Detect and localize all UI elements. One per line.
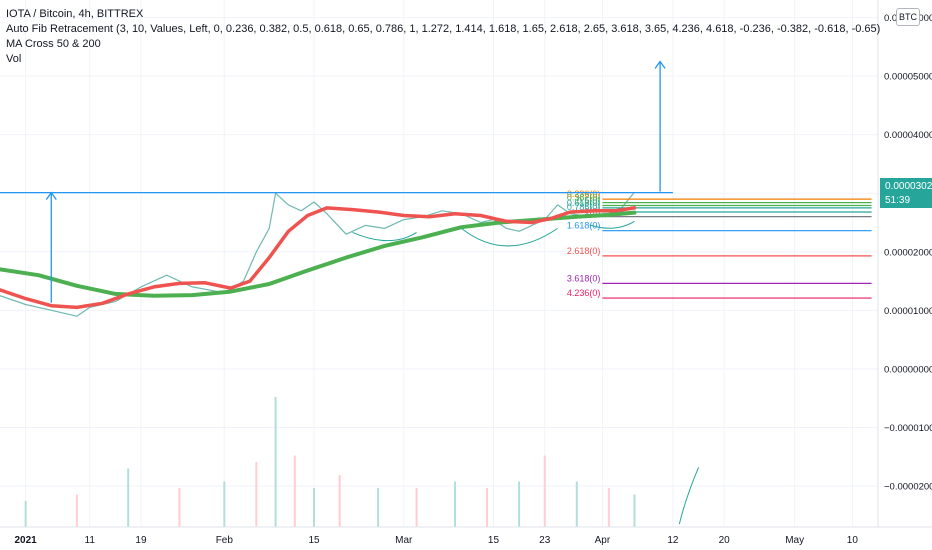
last-price-badge: 0.00003026 51:39 [880, 178, 932, 208]
volume-bar [575, 481, 578, 527]
legend: IOTA / Bitcoin, 4h, BITTREX Auto Fib Ret… [6, 7, 880, 67]
legend-symbol[interactable]: IOTA / Bitcoin, 4h, BITTREX [6, 8, 144, 20]
time-tick-label: Apr [595, 535, 611, 546]
cup-curve-3[interactable] [589, 220, 635, 229]
volume-bar [293, 455, 296, 527]
volume-bar [255, 462, 258, 527]
cup-curve-1[interactable] [352, 232, 417, 242]
fib-level-label: 0.5(0) [577, 196, 601, 206]
fib-level-label: 3.618(0) [567, 273, 601, 283]
grid [0, 0, 878, 527]
breakout-arrow-left-head[interactable] [45, 191, 57, 201]
fib-level-label: 4.236(0) [567, 288, 601, 298]
time-tick-label: 10 [847, 535, 859, 546]
legend-ma[interactable]: MA Cross 50 & 200 [6, 38, 101, 50]
cup-curve-2[interactable] [461, 227, 558, 247]
currency-badge[interactable]: BTC [896, 8, 920, 26]
volume-bar [415, 488, 418, 527]
time-tick-label: 15 [308, 535, 320, 546]
price-tick-label: 0.00002000 [884, 247, 932, 258]
volume-bar [338, 475, 341, 527]
volume-bar [543, 455, 546, 527]
price-tick-label: 0.00004000 [884, 130, 932, 141]
volume-bar [223, 481, 226, 527]
last-price: 0.00003026 [885, 181, 932, 192]
volume-bar [24, 501, 27, 527]
time-axis[interactable]: 2021 11 19 Feb 15 Mar 15 23 Apr 12 20 May 10 [15, 535, 859, 546]
volume-bar [127, 468, 130, 527]
volume-bar [607, 488, 610, 527]
time-tick-label: 23 [539, 535, 551, 546]
ma-fast-line [0, 206, 637, 310]
time-tick-label: 15 [488, 535, 500, 546]
fib-level-label: 2.618(0) [567, 246, 601, 256]
fib-retracement[interactable]: 0.236(0)0.382(0)0.5(0)0.618(0)0.786(0)1(… [567, 189, 872, 299]
volume-bar [377, 488, 380, 527]
price-tick-label: 0.00000000 [884, 364, 932, 375]
time-tick-label: 2021 [15, 535, 38, 546]
price-tick-label: −0.00002000 [884, 482, 932, 493]
ma-cross [0, 206, 637, 310]
fib-level-label: 0.236(0) [567, 189, 601, 199]
volume-bar [518, 481, 521, 527]
volume-bar [486, 488, 489, 527]
volume-bar [75, 494, 78, 527]
time-tick-label: 19 [135, 535, 147, 546]
time-tick-label: 11 [85, 535, 96, 546]
time-tick-label: 20 [719, 535, 731, 546]
time-axis-panel[interactable] [0, 527, 932, 550]
volume-bar [633, 494, 636, 527]
legend-fib[interactable]: Auto Fib Retracement (3, 10, Values, Lef… [6, 23, 881, 35]
time-tick-label: Feb [216, 535, 234, 546]
volume-bar [274, 397, 277, 527]
volume-bar [313, 488, 316, 527]
price-axis-panel[interactable] [878, 0, 932, 527]
price-tick-label: −0.00001000 [884, 423, 932, 434]
annotations[interactable] [0, 60, 700, 525]
time-tick-label: Mar [395, 535, 413, 546]
volume-bar [178, 488, 181, 527]
volume-bars [24, 397, 636, 527]
time-tick-label: May [785, 535, 804, 546]
time-tick-label: 12 [667, 535, 679, 546]
legend-vol[interactable]: Vol [6, 53, 22, 65]
fib-level-label: 1.618(0) [567, 221, 601, 231]
fib-level-label: 0.618(0) [567, 198, 601, 208]
bar-countdown: 51:39 [885, 195, 911, 206]
breakout-arrow-right-head[interactable] [654, 60, 666, 69]
price-tick-label: 0.00001000 [884, 306, 932, 317]
projection-curve[interactable] [678, 467, 700, 525]
fib-level-label: 0.786(0) [567, 202, 601, 212]
fib-level-label: 0.382(0) [567, 193, 601, 203]
volume-bar [454, 481, 457, 527]
price-tick-label: 0.00005000 [884, 72, 932, 83]
